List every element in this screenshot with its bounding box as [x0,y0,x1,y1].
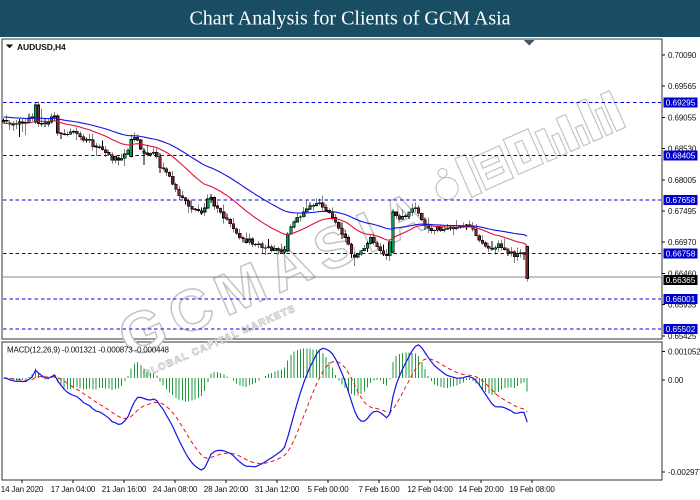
svg-text:0.66460: 0.66460 [668,269,697,278]
svg-text:31 Jan 12:00: 31 Jan 12:00 [255,485,300,494]
svg-text:0.68530: 0.68530 [668,145,697,154]
svg-text:0.00: 0.00 [668,376,684,385]
svg-text:0.69565: 0.69565 [668,82,697,91]
svg-text:0.001052: 0.001052 [668,348,700,357]
svg-text:0.66001: 0.66001 [666,295,696,304]
svg-text:0.65502: 0.65502 [666,325,696,334]
svg-text:0.66758: 0.66758 [666,250,696,259]
svg-text:0.70090: 0.70090 [668,51,697,60]
svg-text:0.68405: 0.68405 [666,152,696,161]
svg-text:7 Feb 16:00: 7 Feb 16:00 [358,485,400,494]
svg-text:24 Jan 08:00: 24 Jan 08:00 [153,485,198,494]
svg-text:0.68005: 0.68005 [668,176,697,185]
svg-text:5 Feb 00:00: 5 Feb 00:00 [307,485,349,494]
svg-text:14 Feb 20:00: 14 Feb 20:00 [458,485,504,494]
svg-text:0.66365: 0.66365 [666,276,696,285]
svg-text:0.67495: 0.67495 [668,207,697,216]
svg-text:AUDUSD,H4: AUDUSD,H4 [17,42,66,52]
svg-text:0.65935: 0.65935 [668,301,697,310]
svg-text:0.65425: 0.65425 [668,332,697,341]
svg-text:0.69295: 0.69295 [666,99,696,108]
svg-text:0.67658: 0.67658 [666,196,696,205]
svg-text:14 Jan 2020: 14 Jan 2020 [1,485,44,494]
svg-text:MACD(12,26,9) -0.001321 -0.000: MACD(12,26,9) -0.001321 -0.000873 -0.000… [7,346,169,355]
svg-text:0.66970: 0.66970 [668,238,697,247]
svg-text:17 Jan 04:00: 17 Jan 04:00 [51,485,96,494]
svg-text:0.69055: 0.69055 [668,113,697,122]
svg-text:Chart Analysis for Clients of: Chart Analysis for Clients of GCM Asia [189,8,510,30]
svg-text:19 Feb 08:00: 19 Feb 08:00 [509,485,555,494]
svg-text:21 Jan 16:00: 21 Jan 16:00 [102,485,147,494]
svg-text:28 Jan 20:00: 28 Jan 20:00 [204,485,249,494]
svg-text:-0.002977: -0.002977 [668,468,700,477]
svg-text:12 Feb 04:00: 12 Feb 04:00 [407,485,453,494]
